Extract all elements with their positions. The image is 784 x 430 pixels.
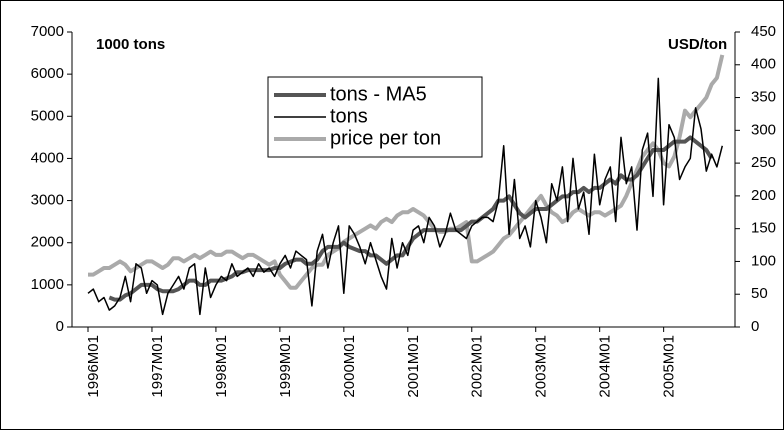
y-tick-label: 1000 (31, 276, 64, 293)
y2-tick-label: 300 (751, 121, 776, 138)
x-tick-label: 2001M01 (405, 335, 422, 398)
y2-tick-label: 50 (751, 285, 768, 302)
x-tick-label: 1999M01 (277, 335, 294, 398)
y-tick-label: 7000 (31, 23, 64, 40)
y-axis-title: 1000 tons (96, 36, 165, 53)
x-tick-label: 1996M01 (85, 335, 102, 398)
y-tick-label: 0 (56, 318, 64, 335)
y-tick-label: 5000 (31, 107, 64, 124)
y2-tick-label: 150 (751, 220, 776, 237)
x-tick-label: 2005M01 (661, 335, 678, 398)
x-tick-label: 2000M01 (341, 335, 358, 398)
x-tick-label: 1998M01 (213, 335, 230, 398)
legend-label: tons - MA5 (330, 83, 427, 105)
legend-label: tons (330, 105, 368, 127)
x-tick-label: 2003M01 (533, 335, 550, 398)
x-tick-label: 2004M01 (597, 335, 614, 398)
y2-axis-title: USD/ton (668, 36, 727, 53)
y2-tick-label: 200 (751, 187, 776, 204)
y2-tick-label: 250 (751, 154, 776, 171)
y-tick-label: 2000 (31, 234, 64, 251)
y2-tick-label: 450 (751, 23, 776, 40)
y2-tick-label: 0 (751, 318, 759, 335)
y-tick-label: 4000 (31, 149, 64, 166)
x-tick-label: 2002M01 (469, 335, 486, 398)
y2-tick-label: 100 (751, 252, 776, 269)
x-tick-label: 1997M01 (149, 335, 166, 398)
y2-tick-label: 400 (751, 56, 776, 73)
legend-label: price per ton (330, 127, 441, 149)
y-tick-label: 6000 (31, 65, 64, 82)
y-tick-label: 3000 (31, 192, 64, 209)
series-line (87, 77, 724, 316)
y2-tick-label: 350 (751, 89, 776, 106)
